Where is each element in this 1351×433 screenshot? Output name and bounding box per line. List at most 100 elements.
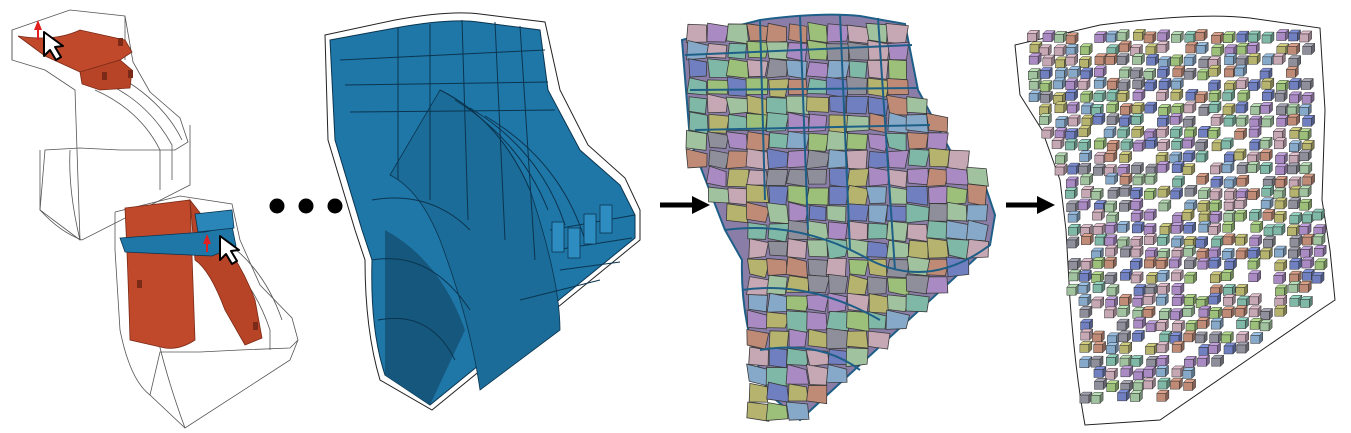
block-front [1223,179,1234,189]
block-front [1260,250,1270,260]
block-side [1230,247,1235,261]
block-front [1287,227,1297,236]
block-front [1081,236,1091,245]
hex-patch [806,311,828,331]
block-side [1103,137,1107,150]
block-front [1274,179,1285,188]
block-side [1037,52,1042,65]
block-side [1165,160,1170,173]
block-front [1117,82,1128,92]
block-side [1165,389,1170,402]
block-front [1249,212,1259,221]
block-side [1178,151,1182,164]
block-side [1142,316,1146,329]
hex-patch [805,364,829,386]
hex-patch [847,220,868,242]
block-side [1245,174,1250,187]
block-side [1219,317,1224,330]
block-front [1066,203,1076,213]
hex-patch [865,186,887,205]
block-front [1272,55,1283,65]
block-side [1180,77,1184,90]
block-front [1081,105,1091,115]
block-front [1222,92,1232,102]
block-side [1272,235,1276,249]
block-side [1179,54,1183,67]
block-front [1106,214,1117,224]
block-front [1172,68,1183,78]
block-side [1191,150,1196,163]
block-side [1192,257,1197,270]
block-side [1219,175,1224,188]
block-front [1144,236,1154,245]
block-side [1181,319,1185,333]
hex-patch [825,237,850,260]
block-side [1166,377,1171,390]
panel-exploded-hex-mesh [1014,15,1336,426]
hex-patch [788,328,808,348]
block-side [1309,295,1313,309]
block-front [1144,175,1155,185]
block-front [1093,369,1104,378]
block-front [1120,106,1130,115]
red-handle-icon [34,20,42,30]
block-front [1184,274,1194,284]
block-front [1275,155,1285,165]
block-front [1104,259,1114,269]
block-side [1244,283,1249,297]
hex-patch [867,133,890,152]
block-front [1119,188,1130,197]
block-side [1115,211,1120,224]
block-front [1248,273,1258,282]
block-side [1217,79,1221,92]
block-front [1236,334,1246,343]
block-side [1179,377,1183,390]
block-front [1288,200,1298,210]
block-front [1094,34,1104,43]
block-front [1055,70,1065,79]
hex-patch [806,239,828,258]
block-front [1210,274,1220,284]
anchor-icon [253,322,258,330]
block-side [1077,114,1081,127]
block-side [1077,257,1081,270]
block-front [1065,56,1076,66]
block-side [1179,187,1183,200]
block-side [1113,256,1117,269]
block-front [1209,202,1219,212]
block-front [1133,319,1143,329]
block-front [1289,298,1300,307]
block-front [1275,287,1285,297]
hex-patch [768,78,791,98]
block-front [1041,129,1052,139]
panel-blue-segmentation [324,12,641,411]
block-front [1119,154,1129,163]
block-side [1128,172,1133,186]
block-side [1217,292,1222,305]
block-front [1144,82,1154,92]
block-front [1065,179,1076,189]
block-side [1230,137,1234,150]
block-front [1158,107,1168,116]
block-side [1153,187,1157,200]
block-front [1207,130,1218,139]
block-side [1283,259,1288,272]
block-side [1204,91,1208,104]
block-side [1152,31,1157,44]
hex-patch [867,258,888,278]
block-side [1126,304,1131,318]
block-side [1089,90,1093,103]
block-front [1262,56,1272,66]
block-side [1141,329,1145,342]
block-front [1171,34,1181,43]
block-side [1281,223,1286,236]
block-front [1106,287,1117,296]
block-front [1183,260,1194,270]
hex-patch [928,185,949,204]
block-side [1086,281,1091,294]
block-side [1259,220,1264,233]
block-front [1197,71,1207,81]
block-side [1256,188,1260,201]
block-front [1314,261,1325,271]
block-front [1273,140,1284,150]
